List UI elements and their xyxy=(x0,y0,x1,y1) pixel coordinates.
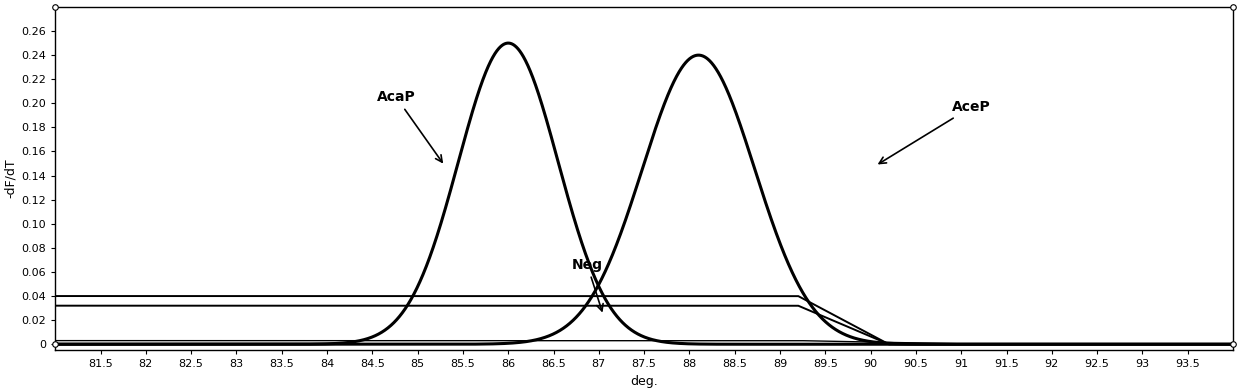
X-axis label: deg.: deg. xyxy=(630,375,658,388)
Y-axis label: -dF/dT: -dF/dT xyxy=(4,159,17,198)
Text: Neg: Neg xyxy=(572,258,603,311)
Text: AcaP: AcaP xyxy=(377,90,443,162)
Text: AceP: AceP xyxy=(879,100,991,163)
